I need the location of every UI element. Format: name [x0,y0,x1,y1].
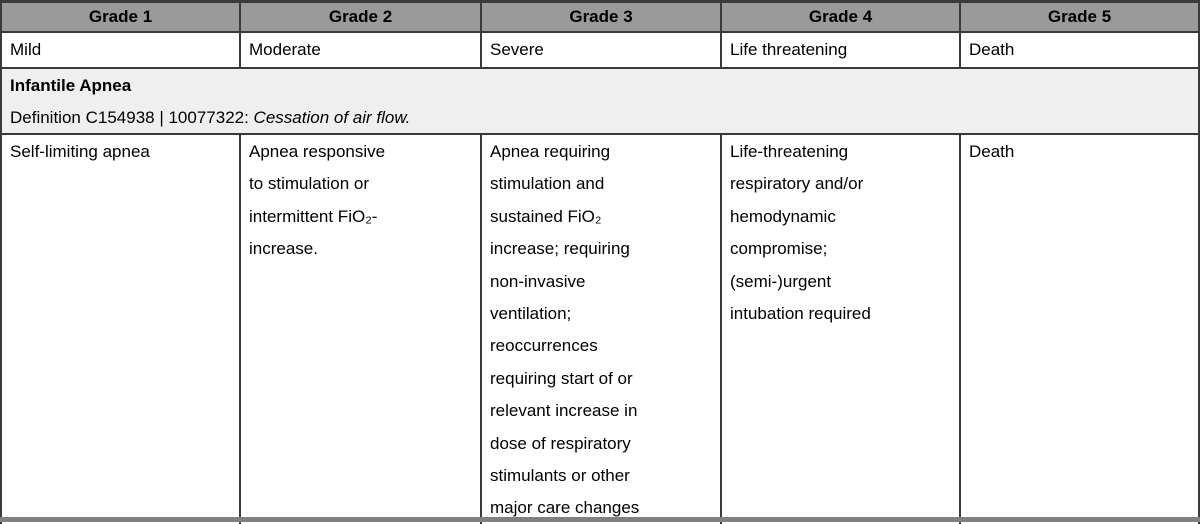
term-definition-row: Infantile Apnea Definition C154938 | 100… [2,69,1198,135]
header-cell-grade-1: Grade 1 [2,3,241,31]
severity-cell-severe: Severe [482,33,722,67]
severity-cell-moderate: Moderate [241,33,482,67]
severity-cell-life-threatening: Life threatening [722,33,961,67]
header-cell-grade-5: Grade 5 [1047,7,1112,26]
term-name: Infantile Apnea [10,76,132,95]
header-cell-grade-4: Grade 4 [722,3,961,31]
header-cell-grade-2: Grade 2 [241,3,482,31]
severity-cell-death: Death [969,40,1015,59]
grade-5-description: Death [969,142,1015,161]
header-row: Grade 1 Grade 2 Grade 3 Grade 4 Grade 5 [2,3,1198,33]
grade-description-row: Self-limiting apnea Apnea responsive to … [2,135,1198,524]
bottom-cutoff-bar [0,517,1200,522]
grade-2-description: Apnea responsive to stimulation or inter… [241,135,482,524]
severity-row: Mild Moderate Severe Life threatening De… [2,33,1198,69]
definition-codes: Definition C154938 | 10077322: [10,108,254,127]
grade-1-description: Self-limiting apnea [2,135,241,524]
grade-3-description: Apnea requiring stimulation and sustaine… [482,135,722,524]
definition-text: Cessation of air flow. [253,108,411,127]
header-cell-grade-3: Grade 3 [482,3,722,31]
severity-cell-mild: Mild [2,33,241,67]
grade-4-description: Life-threatening respiratory and/or hemo… [722,135,961,524]
